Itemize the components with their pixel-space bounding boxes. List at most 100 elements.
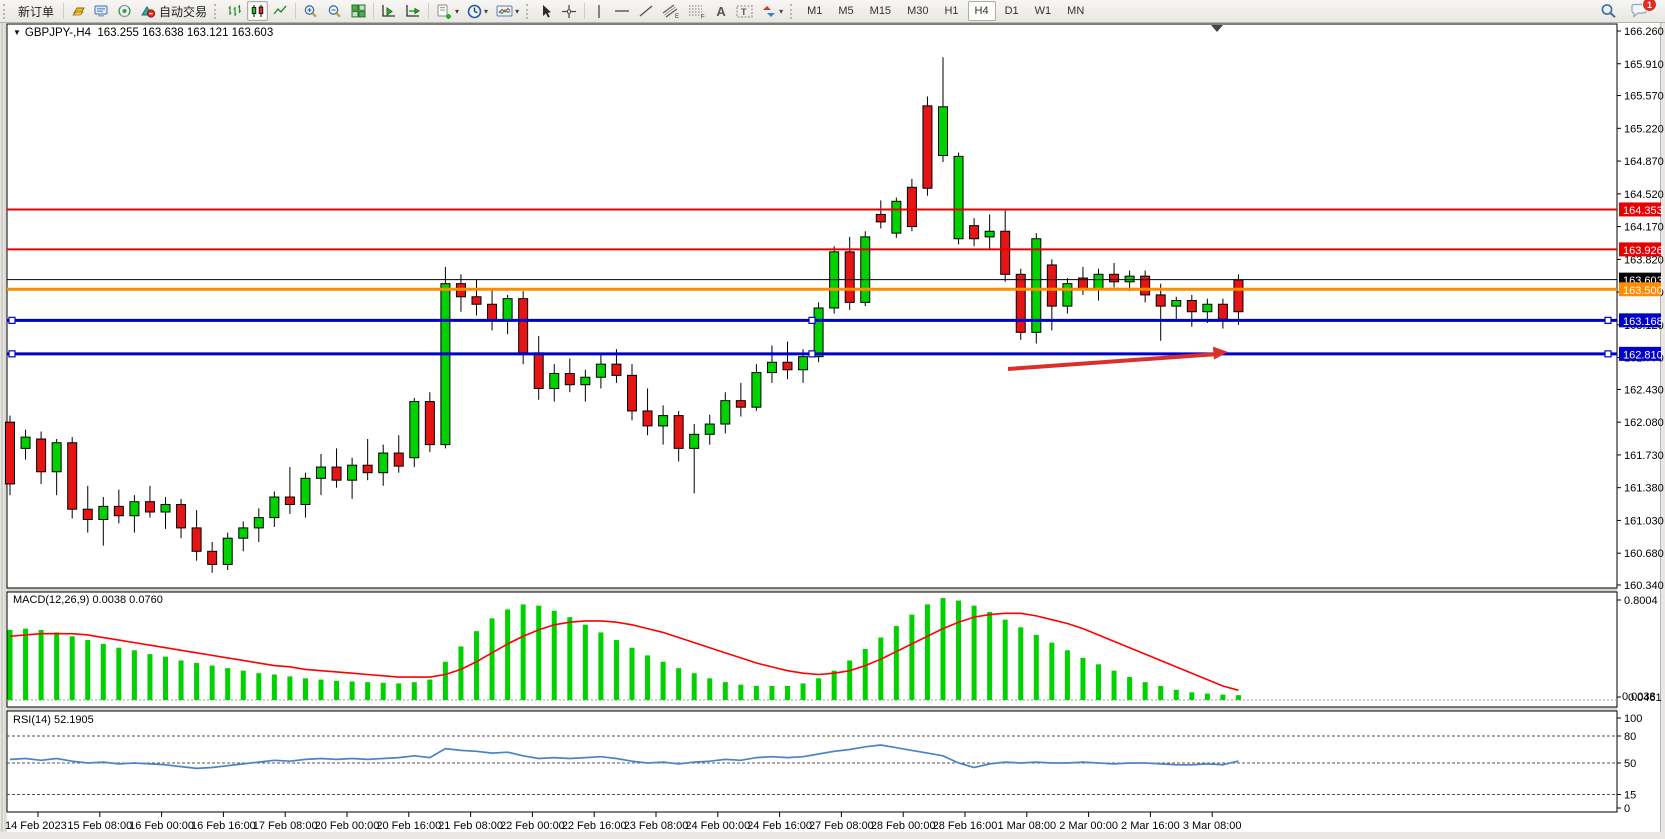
text-button[interactable]: A — [711, 1, 731, 21]
chevron-down-icon[interactable]: ▾ — [484, 6, 489, 16]
macd-histogram-bar — [613, 640, 619, 700]
horizontal-line-button[interactable] — [611, 1, 633, 21]
symbol-period-label: GBPJPY-,H4 — [24, 27, 91, 39]
chevron-down-icon[interactable]: ▾ — [779, 6, 784, 16]
toolbar-grip[interactable] — [526, 3, 532, 19]
macd-histogram-bar — [116, 647, 122, 700]
candle-body — [82, 508, 93, 520]
toolbar-grip[interactable] — [3, 3, 9, 19]
timeframe-m1-button[interactable]: M1 — [807, 5, 823, 17]
macd-histogram-bar — [178, 660, 184, 700]
pane-splitter[interactable] — [7, 707, 1617, 711]
periods-button[interactable]: ▾ — [464, 1, 491, 21]
macd-histogram-bar — [427, 679, 433, 700]
price-axis-tick-label: 160.680 — [1624, 548, 1664, 560]
macd-histogram-bar — [707, 678, 713, 700]
price-axis-tick-label: 162.430 — [1624, 384, 1664, 396]
macd-histogram-bar — [411, 682, 417, 700]
bar-chart-button[interactable] — [224, 1, 245, 21]
price-axis-tick-label: 165.220 — [1624, 123, 1664, 135]
price-axis-tick-label: 164.520 — [1624, 189, 1664, 201]
price-axis-tick-label: 165.570 — [1624, 91, 1664, 103]
timeframe-w1-button[interactable]: W1 — [1034, 5, 1052, 17]
cursor-icon — [539, 4, 553, 19]
candlestick-chart-button[interactable] — [247, 1, 269, 21]
chart-menu-caret-icon[interactable]: ▼ — [13, 28, 21, 37]
annotation-arrow-head[interactable] — [1212, 346, 1228, 360]
line-handle[interactable] — [8, 350, 16, 358]
chat-button[interactable]: 1 — [1627, 0, 1657, 21]
autotrade-button[interactable]: 自动交易 — [137, 1, 210, 21]
zoom-out-button[interactable] — [324, 1, 346, 21]
auto-scroll-button[interactable] — [378, 1, 400, 21]
terminal-button[interactable] — [91, 1, 112, 21]
chart-window[interactable] — [0, 22, 1665, 839]
macd-histogram-bar — [380, 682, 386, 700]
timeframe-m15-button[interactable]: M15 — [869, 5, 892, 17]
search-button[interactable] — [1597, 1, 1620, 21]
toolbar-grip[interactable] — [790, 3, 796, 19]
trendline-icon — [638, 4, 654, 18]
price-label-box — [1619, 202, 1661, 217]
macd-histogram-bar — [847, 660, 853, 700]
candle-body — [611, 363, 622, 376]
timeframe-m30-button[interactable]: M30 — [907, 5, 929, 17]
tile-windows-button[interactable] — [348, 1, 369, 21]
candle-body — [51, 442, 62, 473]
timeframe-h1-button[interactable]: H1 — [944, 5, 959, 17]
candle-body — [549, 373, 560, 389]
macd-histogram-bar — [1127, 677, 1133, 700]
trendline-button[interactable] — [635, 1, 657, 21]
text-label-button[interactable]: T — [733, 1, 756, 21]
crosshair-button[interactable] — [558, 1, 580, 21]
macd-scale-bottom: 0.0038 — [1622, 691, 1656, 703]
rsi-pane-border — [6, 710, 1618, 813]
pane-splitter[interactable] — [7, 588, 1617, 592]
line-handle[interactable] — [1604, 316, 1612, 324]
candle-body — [860, 236, 871, 303]
timeframe-d1-button[interactable]: D1 — [1004, 5, 1019, 17]
new-order-button[interactable]: 新订单 — [18, 4, 55, 19]
zoom-in-button[interactable] — [300, 1, 322, 21]
chevron-down-icon[interactable]: ▾ — [455, 6, 460, 16]
annotation-arrow[interactable] — [1007, 352, 1219, 371]
price-label-text: 163.926 — [1623, 245, 1663, 257]
chevron-down-icon[interactable]: ▾ — [515, 6, 520, 16]
macd-histogram-bar — [349, 681, 355, 700]
macd-histogram-bar — [194, 663, 200, 700]
line-handle[interactable] — [8, 316, 16, 324]
time-axis-label: 24 Feb 00:00 — [685, 820, 750, 832]
macd-histogram-bar — [489, 618, 495, 700]
vertical-line-button[interactable] — [589, 1, 609, 21]
rsi-scale-label: 50 — [1624, 758, 1636, 770]
macd-histogram-bar — [209, 665, 215, 700]
arrows-button[interactable]: ▾ — [758, 1, 786, 21]
fibonacci-button[interactable]: F — [685, 1, 709, 21]
chart-shift-marker[interactable] — [1211, 25, 1223, 32]
timeframe-mn-button[interactable]: MN — [1067, 5, 1085, 17]
candle-body — [1186, 300, 1197, 313]
templates-button[interactable]: ▾ — [493, 1, 522, 21]
separator — [63, 3, 65, 19]
line-handle[interactable] — [808, 350, 816, 358]
chart-shift-button[interactable] — [402, 1, 424, 21]
timeframe-m5-button[interactable]: M5 — [838, 5, 854, 17]
line-chart-button[interactable] — [270, 1, 291, 21]
candle-body — [658, 415, 669, 427]
price-label-box — [1619, 242, 1661, 257]
equidistant-channel-button[interactable]: E — [659, 1, 683, 21]
macd-histogram-bar — [85, 640, 91, 700]
new-chart-button[interactable]: ▾ — [433, 1, 462, 21]
macd-histogram-bar — [769, 685, 775, 700]
cursor-button[interactable] — [536, 1, 556, 21]
candle-body — [766, 361, 777, 374]
line-handle[interactable] — [1604, 350, 1612, 358]
toolbar-grip[interactable] — [214, 3, 220, 19]
line-handle[interactable] — [808, 316, 816, 324]
timeframe-h4-button[interactable]: H4 — [967, 1, 996, 21]
fibonacci-icon: F — [688, 4, 706, 19]
market-depth-button[interactable] — [68, 1, 89, 21]
signals-button[interactable] — [114, 1, 135, 21]
candle-body — [953, 155, 964, 240]
